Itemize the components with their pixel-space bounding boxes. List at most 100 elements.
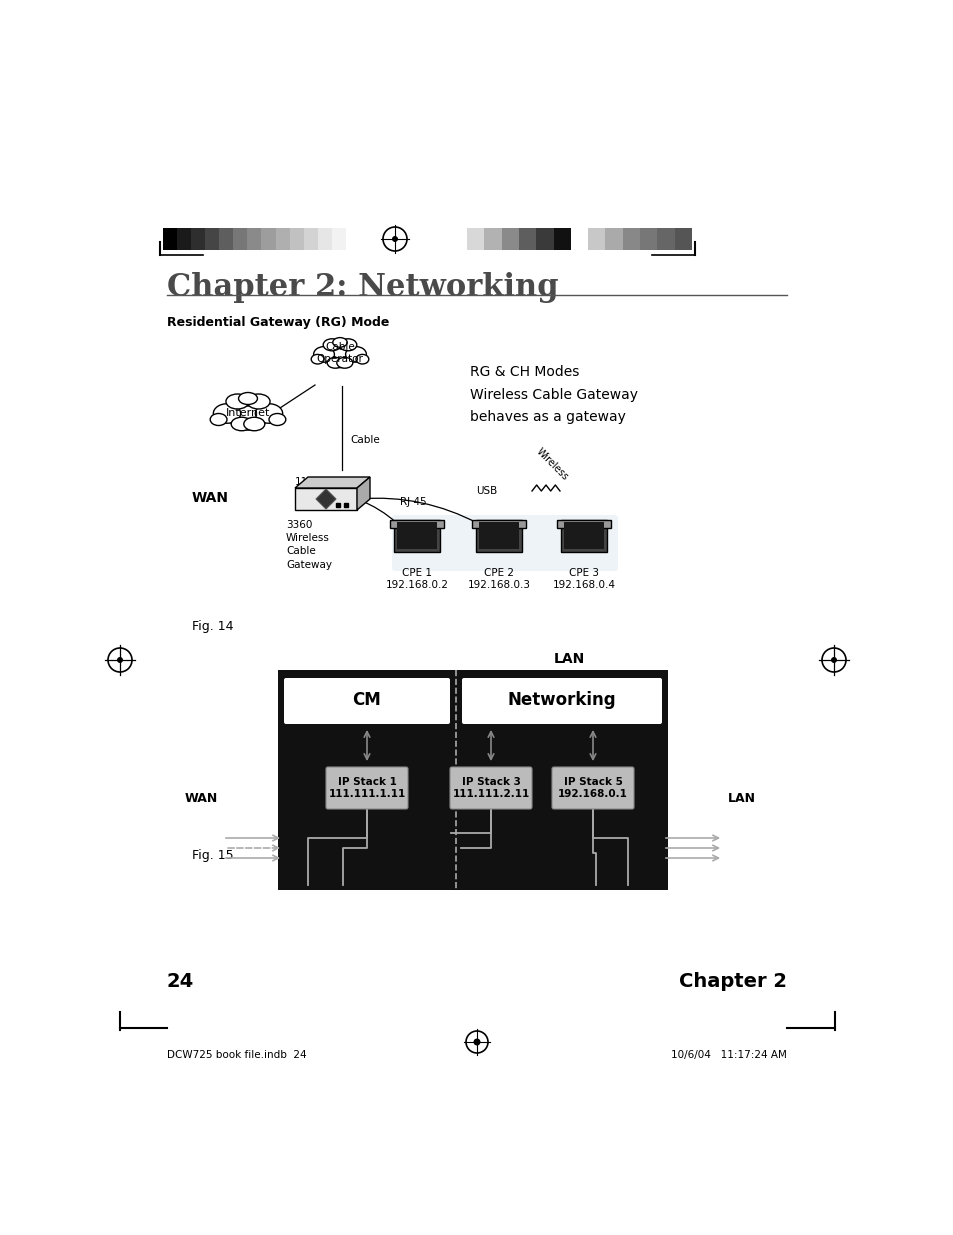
Ellipse shape xyxy=(333,337,347,347)
Bar xyxy=(346,228,359,249)
Text: Chapter 2: Networking: Chapter 2: Networking xyxy=(167,272,558,303)
Ellipse shape xyxy=(314,347,335,362)
Bar xyxy=(396,522,436,550)
Text: 111.111.1.11: 111.111.1.11 xyxy=(294,477,364,487)
Bar xyxy=(563,522,603,550)
Bar xyxy=(622,228,639,249)
Ellipse shape xyxy=(255,404,282,424)
Bar xyxy=(177,228,191,249)
Bar xyxy=(219,228,233,249)
Text: Residential Gateway (RG) Mode: Residential Gateway (RG) Mode xyxy=(167,316,389,329)
Bar xyxy=(501,228,518,249)
Ellipse shape xyxy=(231,417,252,431)
Bar xyxy=(467,228,484,249)
Circle shape xyxy=(473,1039,480,1046)
FancyBboxPatch shape xyxy=(326,767,408,809)
Text: 3360
Wireless
Cable
Gateway: 3360 Wireless Cable Gateway xyxy=(286,520,332,569)
Bar xyxy=(294,488,356,510)
Text: IP Stack 5
192.168.0.1: IP Stack 5 192.168.0.1 xyxy=(558,777,627,799)
Text: 24: 24 xyxy=(167,972,194,990)
Bar xyxy=(303,228,317,249)
Text: Fig. 14: Fig. 14 xyxy=(192,620,233,634)
Ellipse shape xyxy=(244,417,265,431)
Text: WAN: WAN xyxy=(192,492,229,505)
Bar xyxy=(605,228,622,249)
FancyBboxPatch shape xyxy=(284,678,450,724)
Circle shape xyxy=(117,657,123,663)
Ellipse shape xyxy=(336,357,353,368)
Text: CPE 1
192.168.0.2: CPE 1 192.168.0.2 xyxy=(385,568,448,590)
Text: RG & CH Modes: RG & CH Modes xyxy=(470,366,578,379)
Bar xyxy=(570,228,588,249)
Text: Networking: Networking xyxy=(507,692,616,709)
Bar xyxy=(557,520,610,529)
Text: Fig. 15: Fig. 15 xyxy=(192,848,233,862)
Bar xyxy=(518,228,536,249)
Bar xyxy=(553,228,570,249)
Text: Chapter 2: Chapter 2 xyxy=(679,972,786,990)
Bar xyxy=(394,520,439,552)
Polygon shape xyxy=(356,477,370,510)
Bar xyxy=(191,228,205,249)
Text: Cable: Cable xyxy=(350,435,379,445)
Bar xyxy=(205,228,219,249)
Ellipse shape xyxy=(238,393,257,405)
FancyBboxPatch shape xyxy=(450,767,532,809)
Text: DCW725 book file.indb  24: DCW725 book file.indb 24 xyxy=(167,1050,306,1060)
Ellipse shape xyxy=(327,357,343,368)
Bar xyxy=(588,228,605,249)
Bar xyxy=(560,520,606,552)
Ellipse shape xyxy=(269,414,286,426)
Text: behaves as a gateway: behaves as a gateway xyxy=(470,410,625,424)
Ellipse shape xyxy=(345,347,366,362)
Text: LAN: LAN xyxy=(554,652,584,666)
Text: IP Stack 3
111.111.2.11: IP Stack 3 111.111.2.11 xyxy=(452,777,529,799)
Circle shape xyxy=(392,236,397,242)
Bar xyxy=(484,228,501,249)
Ellipse shape xyxy=(247,394,270,409)
Text: 10/6/04   11:17:24 AM: 10/6/04 11:17:24 AM xyxy=(670,1050,786,1060)
Ellipse shape xyxy=(210,414,227,426)
Ellipse shape xyxy=(355,354,369,364)
Text: Wireless Cable Gateway: Wireless Cable Gateway xyxy=(470,388,638,403)
Bar xyxy=(536,228,553,249)
Text: CPE 2
192.168.0.3: CPE 2 192.168.0.3 xyxy=(467,568,530,590)
Ellipse shape xyxy=(325,348,354,368)
FancyBboxPatch shape xyxy=(392,515,618,571)
Bar xyxy=(472,520,525,529)
Text: IP Stack 1
111.111.1.11: IP Stack 1 111.111.1.11 xyxy=(328,777,405,799)
Bar xyxy=(657,228,674,249)
Text: USB: USB xyxy=(476,487,497,496)
Ellipse shape xyxy=(339,338,356,351)
Bar xyxy=(332,228,346,249)
Circle shape xyxy=(830,657,836,663)
Bar xyxy=(476,520,521,552)
FancyBboxPatch shape xyxy=(461,678,661,724)
Bar xyxy=(639,228,657,249)
Bar xyxy=(317,228,332,249)
Bar xyxy=(233,228,247,249)
Bar xyxy=(277,671,667,890)
FancyBboxPatch shape xyxy=(552,767,634,809)
Text: RJ 45: RJ 45 xyxy=(399,496,426,508)
Text: Cable
Operator: Cable Operator xyxy=(316,342,363,364)
Ellipse shape xyxy=(311,354,324,364)
Text: LAN: LAN xyxy=(727,792,755,804)
Ellipse shape xyxy=(226,394,249,409)
Ellipse shape xyxy=(323,338,340,351)
Bar xyxy=(674,228,691,249)
Bar xyxy=(163,228,177,249)
Bar xyxy=(390,520,443,529)
Bar xyxy=(478,522,518,550)
Text: Wireless: Wireless xyxy=(534,446,569,482)
Bar xyxy=(290,228,303,249)
Text: CPE 3
192.168.0.4: CPE 3 192.168.0.4 xyxy=(552,568,615,590)
Polygon shape xyxy=(315,489,335,509)
Ellipse shape xyxy=(213,404,240,424)
Text: WAN: WAN xyxy=(185,792,218,804)
Polygon shape xyxy=(294,477,370,488)
Text: CM: CM xyxy=(353,692,381,709)
Bar xyxy=(247,228,261,249)
Ellipse shape xyxy=(229,406,267,430)
Text: Internet: Internet xyxy=(226,408,270,417)
